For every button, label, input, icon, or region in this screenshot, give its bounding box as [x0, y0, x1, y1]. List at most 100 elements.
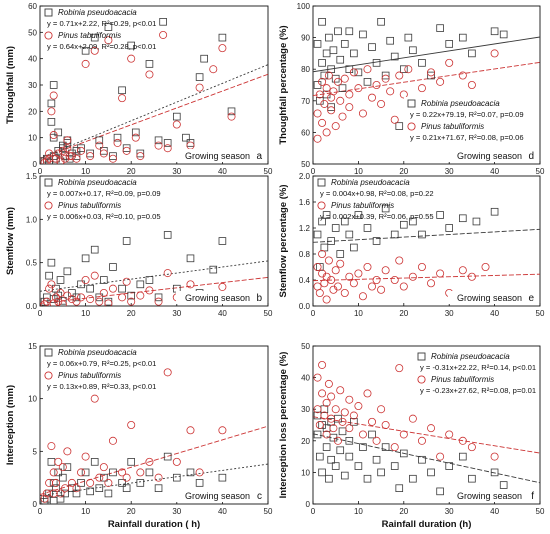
data-point — [45, 149, 54, 158]
data-point — [399, 220, 408, 229]
data-point — [81, 254, 90, 263]
data-point — [381, 71, 390, 80]
panel-letter: e — [528, 293, 534, 304]
data-point — [56, 494, 65, 503]
data-point — [338, 427, 347, 436]
plot-area — [313, 204, 540, 304]
data-point — [59, 296, 67, 305]
data-point — [90, 458, 99, 466]
data-point — [381, 74, 390, 83]
data-point — [154, 141, 163, 150]
data-point — [320, 99, 329, 108]
data-point — [381, 443, 390, 451]
data-point — [40, 158, 49, 164]
data-point — [227, 107, 236, 116]
data-point — [318, 360, 327, 369]
data-point — [145, 276, 154, 284]
y-axis-label: Thoughfall percentage (%) — [278, 25, 289, 144]
y-tick-label: 40 — [28, 55, 37, 64]
data-point — [418, 230, 426, 239]
series-robinia — [313, 204, 499, 271]
data-point — [58, 300, 67, 306]
data-point — [427, 424, 436, 433]
data-point — [209, 265, 218, 274]
data-point — [122, 277, 131, 286]
x-tick-label: 40 — [490, 167, 499, 176]
data-point — [99, 463, 108, 472]
data-point — [104, 489, 113, 498]
x-tick-label: 0 — [311, 309, 316, 318]
y-axis-label: Interception loss percentage (%) — [278, 352, 289, 499]
data-point — [390, 115, 399, 124]
x-tick-label: 0 — [38, 507, 43, 516]
data-point — [417, 262, 426, 271]
data-point — [331, 405, 340, 414]
data-point — [399, 90, 408, 99]
data-point — [108, 154, 117, 163]
data-point — [49, 299, 58, 306]
data-point — [358, 430, 367, 439]
data-point — [63, 267, 72, 276]
data-point — [345, 436, 354, 445]
data-point — [322, 84, 331, 93]
data-point — [131, 133, 140, 142]
y-tick-label: 50 — [301, 342, 310, 351]
data-point — [136, 280, 145, 289]
fit-line-robinia — [313, 433, 540, 484]
data-point — [381, 420, 390, 429]
y-tick-label: 30 — [28, 81, 37, 90]
data-point — [313, 430, 322, 439]
data-point — [358, 292, 367, 301]
y-tick-label: 30 — [301, 405, 310, 414]
data-point — [322, 128, 331, 137]
data-point — [127, 297, 136, 306]
data-point — [81, 46, 90, 55]
data-point — [445, 58, 454, 67]
data-point — [459, 452, 467, 461]
data-point — [399, 65, 408, 74]
data-point — [409, 217, 417, 226]
data-point — [54, 291, 63, 300]
data-point — [318, 59, 326, 67]
data-point — [481, 262, 490, 271]
data-point — [163, 231, 172, 239]
data-point — [372, 275, 381, 284]
season-label: Growing season — [185, 151, 250, 161]
panel-d: 0 10 20 30 40 50 50 60 70 80 90 100 Thoughfall perce… — [278, 2, 545, 176]
data-point — [104, 299, 113, 306]
y-tick-label: 5 — [33, 447, 38, 456]
y-axis-label: Stemflow percentage (%) — [278, 185, 289, 298]
plot-area — [40, 17, 268, 164]
data-point — [458, 266, 467, 275]
data-point — [54, 147, 63, 155]
data-point — [340, 471, 349, 480]
data-point — [172, 457, 181, 466]
data-point — [77, 144, 85, 153]
data-point — [154, 484, 163, 492]
legend-series-name: Pinus tabuliformis — [58, 31, 121, 40]
legend-series-name: Pinus tabuliformis — [431, 375, 494, 384]
legend: Robinia pseudoacacia y = 0.004x+0.98, R²=… — [317, 178, 434, 221]
data-point — [363, 389, 372, 398]
data-point — [318, 17, 326, 26]
data-point — [51, 478, 60, 487]
data-point — [54, 149, 63, 158]
data-point — [427, 71, 435, 80]
data-point — [399, 282, 408, 291]
x-tick-label: 50 — [264, 167, 273, 176]
legend: Robinia pseudoacacia y = 0.007x+0.17, R²=… — [44, 178, 161, 221]
data-point — [163, 144, 172, 153]
data-point — [109, 263, 117, 271]
x-tick-label: 10 — [354, 309, 363, 318]
data-point — [395, 256, 404, 265]
data-point — [458, 436, 467, 445]
data-point — [436, 24, 444, 32]
data-point — [445, 40, 453, 48]
data-point — [372, 436, 381, 445]
y-tick-label: 10 — [28, 395, 37, 404]
data-point — [318, 77, 327, 86]
data-point — [218, 426, 227, 435]
data-point — [131, 128, 140, 137]
data-point — [86, 295, 95, 304]
series-pinus — [40, 30, 236, 164]
